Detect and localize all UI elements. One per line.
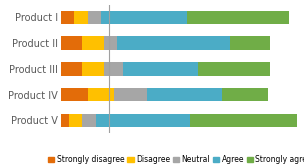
Bar — [74, 11, 88, 24]
Bar — [222, 88, 268, 101]
Bar — [69, 114, 82, 127]
Bar — [115, 88, 147, 101]
Bar — [96, 114, 190, 127]
Legend: Strongly disagree, Disagree, Neutral, Agree, Strongly agree: Strongly disagree, Disagree, Neutral, Ag… — [45, 152, 304, 166]
Bar — [82, 62, 104, 76]
Bar — [101, 11, 187, 24]
Bar — [88, 88, 115, 101]
Bar — [104, 62, 123, 76]
Bar — [147, 88, 222, 101]
Bar — [230, 37, 270, 50]
Bar — [190, 114, 297, 127]
Bar — [61, 11, 74, 24]
Bar — [61, 62, 82, 76]
Bar — [198, 62, 270, 76]
Bar — [117, 37, 230, 50]
Bar — [123, 62, 198, 76]
Bar — [61, 114, 69, 127]
Bar — [187, 11, 289, 24]
Bar — [61, 37, 82, 50]
Bar — [82, 114, 96, 127]
Bar — [82, 37, 104, 50]
Bar — [88, 11, 101, 24]
Bar — [104, 37, 117, 50]
Bar — [61, 88, 88, 101]
